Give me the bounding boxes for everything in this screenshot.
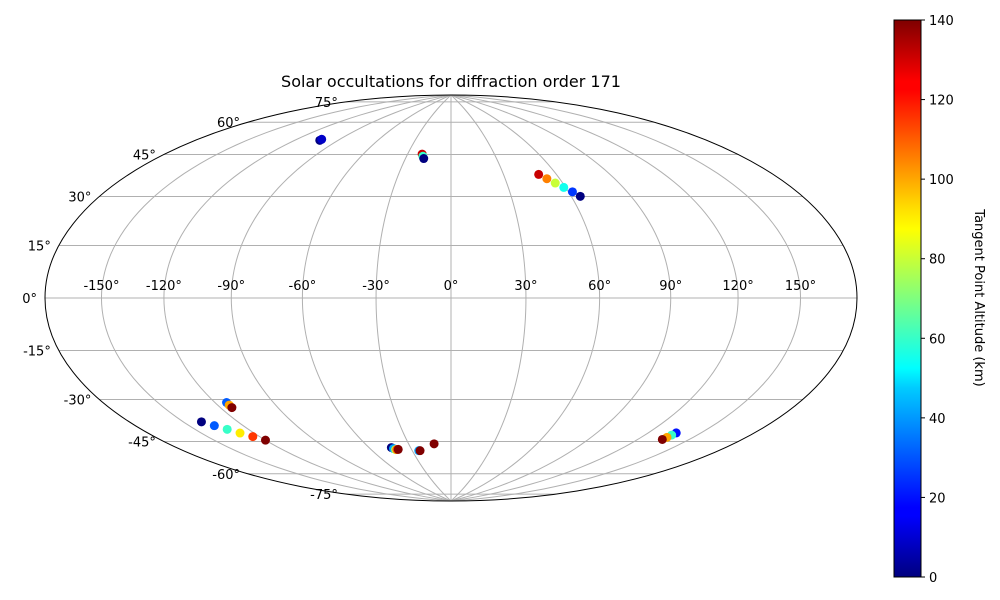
gridlines	[45, 95, 857, 501]
colorbar-label: Tangent Point Altitude (km)	[971, 208, 986, 386]
colorbar-tick-label: 100	[929, 173, 954, 188]
data-point	[196, 417, 206, 427]
colorbar: 0 20 40 60 80 100 120 140 Tangent Point Altitud…	[893, 14, 986, 586]
longitude-tick-label: -60°	[289, 279, 317, 294]
data-point	[227, 403, 237, 413]
colorbar-tick-label: 120	[929, 94, 954, 109]
data-point	[209, 421, 219, 431]
data-point	[260, 435, 270, 445]
data-point	[429, 439, 439, 449]
latitude-tick-label: -45°	[128, 436, 156, 451]
colorbar-tick-label: 20	[929, 491, 946, 506]
latitude-tick-label: 30°	[68, 191, 91, 206]
data-point	[559, 182, 569, 192]
data-point	[235, 428, 245, 438]
data-point	[567, 187, 577, 197]
longitude-tick-label: 120°	[722, 279, 753, 294]
data-point	[542, 174, 552, 184]
data-point	[222, 424, 232, 434]
latitude-tick-label: 60°	[217, 116, 240, 131]
data-point	[657, 434, 667, 444]
latitude-tick-label: 45°	[133, 148, 156, 163]
data-point	[575, 191, 585, 201]
colorbar-tick-label: 0	[929, 571, 937, 586]
data-point	[415, 446, 425, 456]
latitude-tick-label: 0°	[22, 292, 37, 307]
longitude-tick-label: 150°	[785, 279, 816, 294]
data-point	[534, 169, 544, 179]
longitude-tick-label: -30°	[362, 279, 390, 294]
map-boundary	[44, 94, 858, 502]
latitude-tick-label: -75°	[310, 488, 338, 503]
longitude-tick-label: 30°	[514, 279, 537, 294]
latitude-tick-label: -15°	[23, 345, 51, 360]
map-panel: -150° -120° -90° -60° -30° 0° 30° 60° 90° 120° 150…	[22, 72, 858, 503]
latitude-tick-label: 15°	[28, 239, 51, 254]
colorbar-tick-label: 40	[929, 412, 946, 427]
chart-title: Solar occultations for diffraction order…	[281, 72, 621, 91]
colorbar-tick-label: 60	[929, 332, 946, 347]
longitude-tick-label: -120°	[146, 279, 182, 294]
latitude-tick-label: -60°	[212, 468, 240, 483]
latitude-tick-label: 75°	[315, 96, 338, 111]
longitude-tick-label: 60°	[588, 279, 611, 294]
colorbar-tick-label: 80	[929, 253, 946, 268]
data-point	[550, 178, 560, 188]
colorbar-gradient	[893, 19, 922, 578]
longitude-tick-label: -90°	[217, 279, 245, 294]
longitude-tick-label: 0°	[444, 279, 459, 294]
data-point	[248, 432, 258, 442]
latitude-tick-label: -30°	[64, 394, 92, 409]
colorbar-ticks: 0 20 40 60 80 100 120 140	[921, 14, 954, 586]
longitude-tick-labels: -150° -120° -90° -60° -30° 0° 30° 60° 90° 120° 150…	[83, 279, 816, 294]
colorbar-tick-label: 140	[929, 14, 954, 29]
data-point	[393, 444, 403, 454]
occultation-points	[196, 134, 681, 456]
longitude-tick-label: 90°	[659, 279, 682, 294]
data-point	[419, 154, 429, 164]
latitude-tick-labels: 75° 60° 45° 30° 15° 0° -15° -30° -45° -60° -75°	[22, 96, 338, 503]
data-point	[317, 134, 327, 144]
longitude-tick-label: -150°	[83, 279, 119, 294]
